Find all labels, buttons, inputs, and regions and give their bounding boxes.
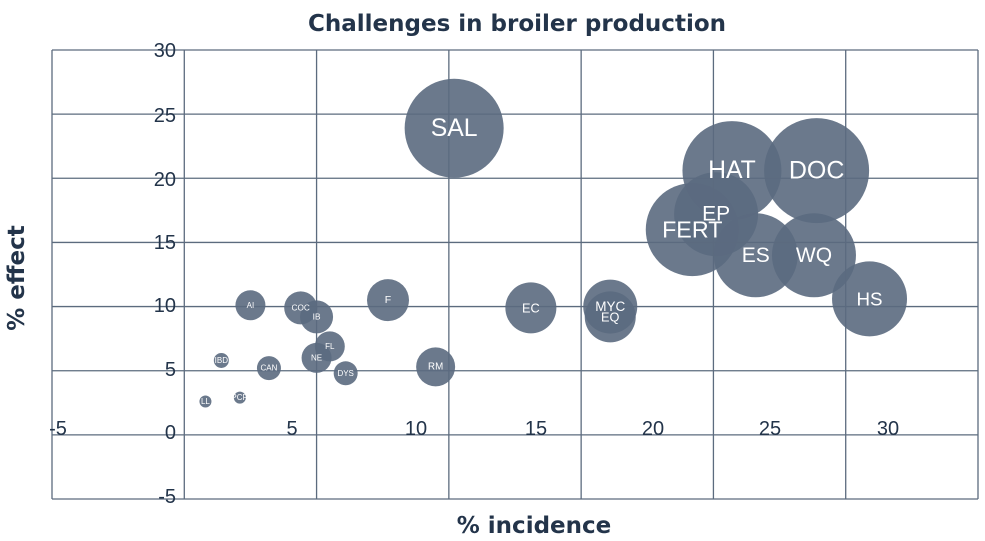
bubble-label-coc: COC — [292, 303, 310, 312]
tick-labels: 30 25 20 15 10 5 0 -5 -5 5 10 15 20 25 30 — [49, 40, 899, 508]
bubble-label-dys: DYS — [337, 369, 353, 378]
x-tick-label: 15 — [525, 418, 547, 440]
bubble-es — [713, 213, 798, 298]
x-tick-label: 25 — [759, 418, 781, 440]
bubble-wq — [771, 213, 856, 298]
y-tick-label: 30 — [154, 40, 176, 62]
bubble-ibd — [213, 352, 229, 368]
bubble-label-eq: EQ — [601, 309, 620, 324]
chart-title: Challenges in broiler production — [308, 11, 726, 37]
bubble-label-fl: FL — [325, 342, 335, 351]
bubble-sal — [404, 78, 504, 178]
y-tick-label: -5 — [158, 486, 176, 508]
x-tick-label: 5 — [286, 418, 297, 440]
bubble-label-ec: EC — [522, 300, 540, 315]
bubble-ec — [505, 282, 557, 334]
x-tick-label: 10 — [405, 418, 427, 440]
bubble-label-ep: EP — [702, 203, 730, 226]
y-tick-label: 10 — [154, 295, 176, 317]
x-axis-title: % incidence — [457, 513, 612, 539]
bubble-ne — [301, 342, 332, 373]
bubble-label-wq: WQ — [796, 244, 832, 267]
x-tick-label: 30 — [877, 418, 899, 440]
bubble-label-es: ES — [742, 244, 770, 267]
y-tick-label: 15 — [154, 232, 176, 254]
bubble-label-ne: NE — [311, 353, 322, 362]
bubble-pcr — [233, 391, 246, 404]
bubble-f — [367, 279, 410, 322]
bubble-label-ai: AI — [247, 301, 255, 310]
y-tick-label: 20 — [154, 169, 176, 191]
bubble-label-ll: LL — [201, 397, 210, 406]
bubble-dys — [333, 361, 358, 386]
bubble-label-sal: SAL — [431, 115, 478, 142]
x-tick-label: 20 — [642, 418, 664, 440]
bubble-ai — [235, 290, 266, 321]
bubble-ib — [300, 300, 334, 334]
bubble-ll — [199, 395, 212, 408]
bubble-rm — [416, 347, 456, 387]
bubble-eq — [584, 291, 636, 343]
bubble-hs — [832, 261, 908, 337]
y-tick-label: 25 — [154, 105, 176, 127]
x-tick-label: -5 — [49, 418, 67, 440]
y-axis-title: % effect — [4, 225, 30, 331]
bubble-label-fert: FERT — [662, 217, 722, 243]
y-tick-label: 5 — [165, 359, 176, 381]
bubble-label-ibd: IBD — [215, 356, 229, 365]
bubble-label-rm: RM — [428, 361, 443, 372]
bubble-label-myc: MYC — [595, 299, 625, 314]
bubble-label-f: F — [385, 294, 391, 306]
bubble-label-hat: HAT — [708, 157, 756, 184]
bubble-label-ib: IB — [313, 312, 321, 321]
bubble-label-pcr: PCR — [231, 393, 248, 402]
bubble-can — [256, 356, 281, 381]
bubble-label-doc: DOC — [789, 157, 845, 185]
bubble-doc — [764, 118, 870, 224]
bubble-label-hs: HS — [857, 288, 883, 309]
y-tick-label: 0 — [165, 422, 176, 444]
bubble-label-can: CAN — [261, 364, 278, 373]
